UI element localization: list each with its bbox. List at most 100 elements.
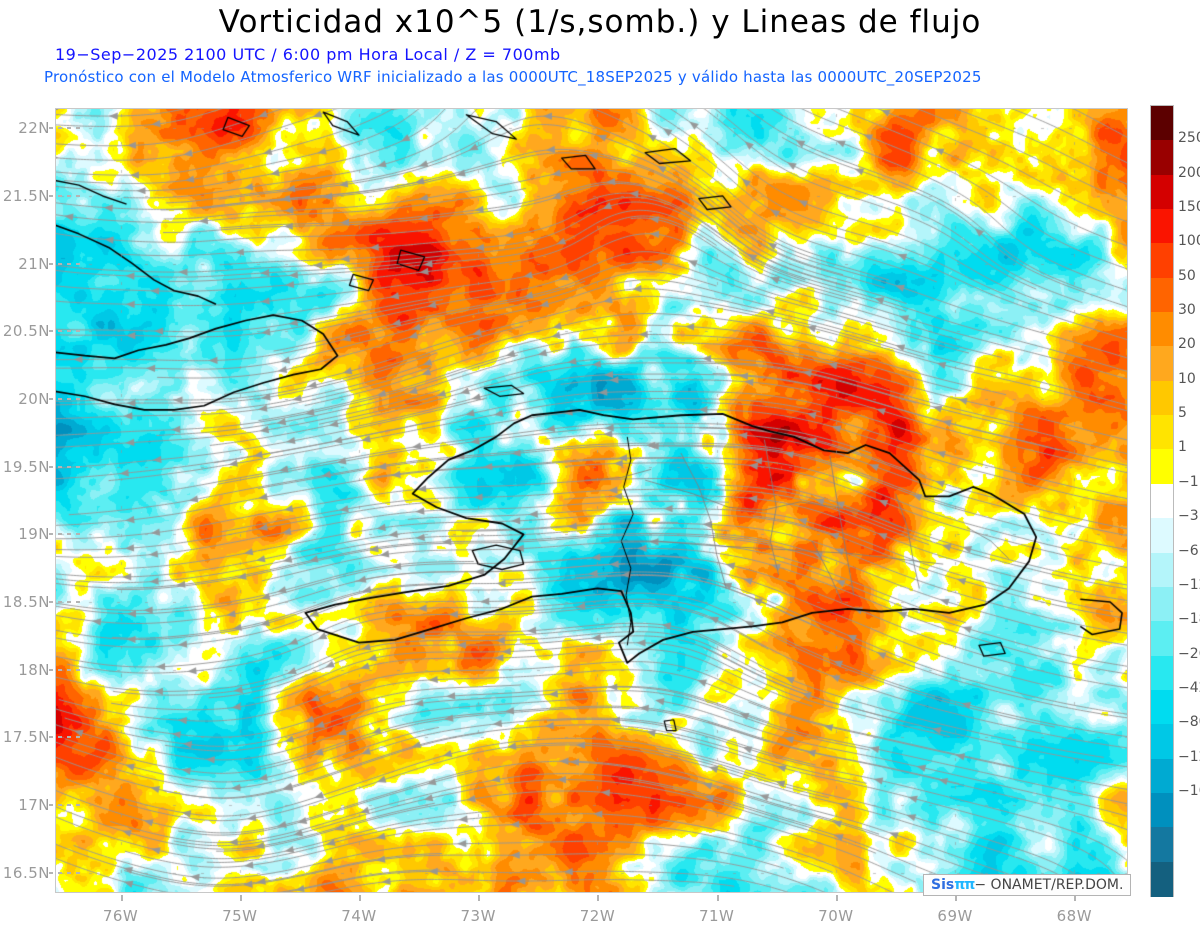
colorbar-band [1151, 861, 1173, 897]
lat-tick-mark [49, 804, 53, 807]
colorbar-band [1151, 209, 1173, 244]
colorbar-tick-label: 250 [1178, 130, 1200, 147]
lat-tick-label: 19.5N [2, 457, 50, 476]
colorbar-band [1151, 827, 1173, 863]
colorbar-tick-label: 150 [1178, 199, 1200, 216]
lat-tick-label: 17N [18, 796, 50, 815]
lat-tick-mark [76, 465, 80, 468]
lon-tick-mark [359, 895, 362, 901]
lat-tick-mark [58, 262, 62, 265]
lon-tick-mark [239, 895, 242, 901]
colorbar-band [1151, 346, 1173, 382]
colorbar-band [1151, 312, 1173, 348]
lon-tick-mark [597, 895, 600, 901]
lat-tick-mark [58, 871, 62, 874]
lon-tick-label: 71W [698, 907, 735, 925]
logo-sis-text: Sis [931, 877, 955, 893]
colorbar-tick-label: −160 [1178, 782, 1200, 799]
colorbar-tick-label: −12 [1178, 576, 1200, 593]
colorbar-tick-label: 5 [1178, 405, 1187, 422]
colorbar-tick-label: −6 [1178, 542, 1199, 559]
lat-tick-label: 16.5N [2, 863, 50, 882]
colorbar-band [1151, 758, 1173, 794]
lat-tick-label: 18N [18, 660, 50, 679]
colorbar-tick-label: 50 [1178, 267, 1196, 284]
lat-tick-mark [58, 330, 62, 333]
colorbar-tick-label: −3 [1178, 508, 1199, 525]
lon-tick-label: 75W [222, 907, 258, 925]
lat-tick-mark [67, 871, 71, 874]
colorbar-tick-label: 100 [1178, 233, 1200, 250]
lat-tick-mark [76, 533, 80, 536]
lat-tick-mark [76, 127, 80, 130]
lat-tick-mark [49, 194, 53, 197]
colorbar-band [1151, 380, 1173, 416]
lat-tick-mark [49, 127, 53, 130]
colorbar-tick-label: −1 [1178, 473, 1199, 490]
lat-tick-mark [58, 804, 62, 807]
logo-pi-icon: ππ [954, 877, 975, 893]
lat-tick-mark [67, 330, 71, 333]
valid-time-subtitle: 19−Sep−2025 2100 UTC / 6:00 pm Hora Loca… [55, 45, 561, 64]
lat-tick-mark [58, 736, 62, 739]
lat-tick-mark [76, 804, 80, 807]
lat-tick-mark [58, 533, 62, 536]
colorbar-band [1151, 243, 1173, 279]
lat-tick-mark [58, 397, 62, 400]
lat-tick-mark [49, 465, 53, 468]
lat-tick-mark [67, 465, 71, 468]
lat-tick-mark [58, 127, 62, 130]
lat-tick-mark [49, 397, 53, 400]
colorbar [1150, 105, 1174, 897]
colorbar-tick-label: 20 [1178, 336, 1196, 353]
lon-tick-mark [478, 895, 481, 901]
colorbar-band [1151, 174, 1173, 210]
lat-tick-mark [67, 533, 71, 536]
colorbar-band [1151, 277, 1173, 313]
colorbar-band [1151, 724, 1173, 760]
vorticity-map-plot[interactable] [55, 108, 1128, 893]
colorbar-band [1151, 689, 1173, 725]
lat-tick-mark [76, 871, 80, 874]
lat-tick-mark [76, 736, 80, 739]
gridline-dots-layer [55, 108, 1128, 893]
colorbar-band [1151, 106, 1173, 141]
lat-tick-mark [49, 601, 53, 603]
colorbar-tick-label: 30 [1178, 302, 1196, 319]
lat-tick-label: 18.5N [2, 593, 50, 611]
lat-tick-mark [49, 330, 53, 333]
model-run-subtitle: Pronóstico con el Modelo Atmosferico WRF… [44, 68, 982, 86]
lat-tick-label: 20.5N [2, 322, 50, 341]
colorbar-tick-label: 1 [1178, 439, 1187, 456]
colorbar-band [1151, 792, 1173, 828]
colorbar-tick-label: −80 [1178, 714, 1200, 731]
lon-tick-mark [835, 895, 838, 901]
lon-tick-label: 73W [460, 907, 496, 925]
lat-tick-mark [67, 601, 71, 603]
colorbar-tick-label: 200 [1178, 164, 1200, 181]
lat-tick-mark [76, 194, 80, 197]
attribution-badge: Sisππ− ONAMET/REP.DOM. [923, 874, 1132, 896]
lat-tick-mark [67, 127, 71, 130]
lat-tick-mark [76, 397, 80, 400]
colorbar-band [1151, 621, 1173, 657]
colorbar-band [1151, 449, 1173, 485]
lat-tick-label: 17.5N [2, 728, 50, 747]
lat-tick-label: 19N [18, 525, 50, 544]
lat-tick-mark [67, 736, 71, 739]
lon-tick-label: 74W [341, 907, 377, 925]
lat-tick-mark [58, 194, 62, 197]
lon-tick-mark [955, 895, 958, 901]
lat-tick-mark [67, 262, 71, 265]
lat-tick-mark [67, 804, 71, 807]
colorbar-tick-label: 10 [1178, 370, 1196, 387]
lon-tick-label: 72W [579, 907, 616, 925]
colorbar-tick-label: −18 [1178, 611, 1200, 628]
lat-tick-mark [67, 668, 71, 671]
lat-tick-mark [76, 601, 80, 603]
colorbar-tick-label: −26 [1178, 645, 1200, 662]
colorbar-band [1151, 655, 1173, 691]
lat-tick-mark [76, 262, 80, 265]
lon-tick-label: 69W [937, 907, 973, 925]
lat-tick-mark [49, 533, 53, 536]
